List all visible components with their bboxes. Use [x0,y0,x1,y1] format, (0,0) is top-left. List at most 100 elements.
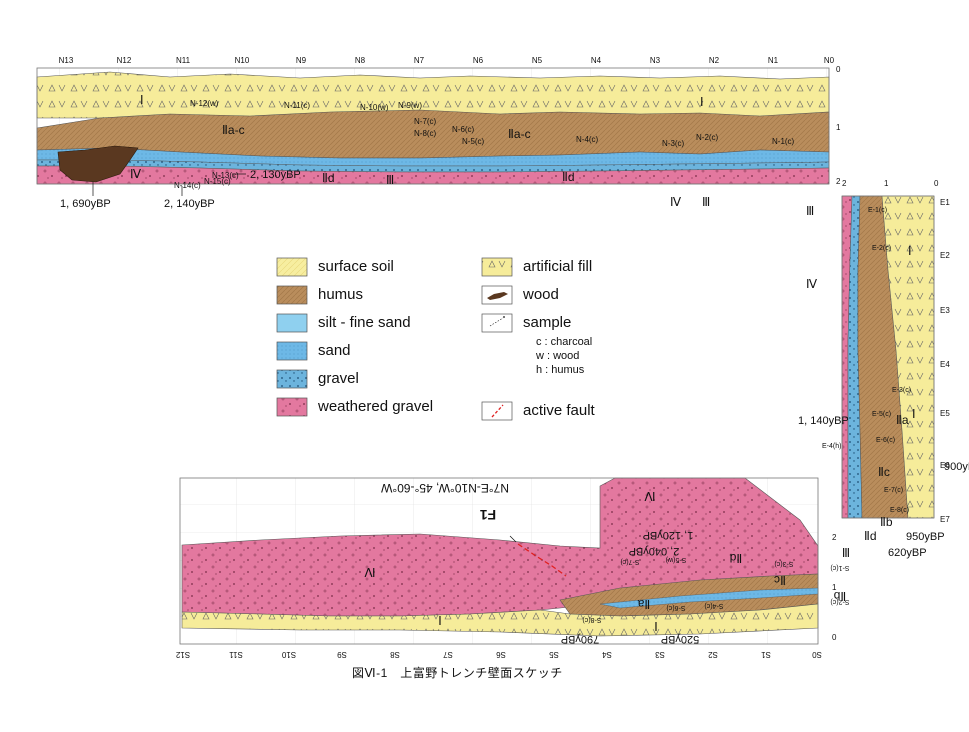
legend-label-silt: silt - fine sand [318,314,411,331]
grid-label: N9 [296,56,307,65]
grid-label: S3 [655,650,665,659]
sample-icon [489,317,504,327]
grid-label: N3 [650,56,661,65]
unit-label: Ⅱb [833,589,846,603]
date-label: 620yBP [888,547,927,559]
sample-label: E-1(c) [868,207,887,214]
sample-label: S-5(w) [666,556,687,563]
legend-label-weathered-gravel: weathered gravel [318,398,434,415]
sample-label: E-7(c) [884,487,903,494]
sample-label: S-6(c) [666,604,685,611]
sample-key-wood: w : wood [536,350,580,362]
unit-label: Ⅰ [912,407,916,421]
south-wall-dates: 1, 120yBP 2, 040yBP 790yBP 520yBP [561,529,700,645]
south-wall-grid-labels: S12 S11 S10 S9 S8 S7 S6 S5 S4 S3 S2 S1 S… [175,533,837,659]
unit-label: Ⅲ [702,195,710,209]
grid-label: S10 [281,650,296,659]
date-label: 1, 690yBP [60,198,111,210]
sample-label: E-5(c) [872,411,891,418]
south-wall-samples: S-8(c) S-7(c) S-5(w) S-6(c) S-4(c) S-3(c… [582,556,849,623]
sample-label: N-3(c) [662,139,685,148]
unit-label: Ⅱc [878,465,890,479]
sample-label: N-13(c) [212,171,239,180]
grid-label: N0 [824,56,835,65]
unit-label: Ⅱa [637,597,650,611]
sample-label: N-10(w) [360,103,389,112]
unit-label: Ⅱd [864,529,877,543]
depth-tick: 2 [832,533,837,542]
legend-swatches [276,257,513,421]
date-label: 520yBP [661,633,700,645]
grid-label: E4 [940,360,950,369]
sample-label: S-4(c) [704,602,723,609]
depth-tick: 1 [836,123,841,132]
fault-icon [491,404,504,418]
east-wall-section [841,195,935,519]
unit-label: Ⅱa-c [222,123,245,137]
sample-label: N-6(c) [452,125,475,134]
legend-label-artificial-fill: artificial fill [523,258,593,275]
legend-label-wood: wood [523,286,559,303]
north-wall-grid-labels: N13 N12 N11 N10 N9 N8 N7 N6 N5 N4 N3 N2 … [59,56,841,186]
south-wall-unit-labels: Ⅳ Ⅳ Ⅰ Ⅰ Ⅱa Ⅱd Ⅱc Ⅱb Ⅲ [364,489,850,633]
grid-label: S7 [443,650,453,659]
sample-label: S-3(c) [774,560,793,567]
grid-label: N6 [473,56,484,65]
unit-label: Ⅰ [140,93,144,107]
sample-label: N-7(c) [414,117,437,126]
wood-icon [487,292,508,300]
sample-label: N-1(c) [772,137,795,146]
unit-label: Ⅰ [700,95,704,109]
sample-label: S-2(c) [830,598,849,605]
figure-caption: 図Ⅵ-1 上富野トレンチ壁面スケッチ [352,666,563,680]
date-label: 2, 040yBP [629,545,680,557]
depth-tick: 0 [832,633,837,642]
sample-label: N-2(c) [696,133,719,142]
legend-swatch-sample [481,313,513,333]
grid-label: N7 [414,56,425,65]
unit-label: Ⅱd [322,171,335,185]
unit-label: Ⅱd [730,551,743,565]
north-wall-section [36,67,830,185]
grid-label: S8 [390,650,400,659]
grid-label: N11 [176,56,191,65]
unit-label: Ⅰ [654,619,658,633]
unit-label: Ⅳ [644,489,655,503]
east-wall-dates: 1, 140yBP 900yBP 950yBP 620yBP [798,415,969,559]
unit-label: Ⅱa-c [508,127,531,141]
unit-label: Ⅲ [386,173,394,187]
unit-label: Ⅳ [130,167,141,181]
south-wall-section [179,477,819,645]
east-wall-unit-labels: Ⅲ Ⅳ Ⅰ Ⅰ Ⅱa Ⅱc Ⅱb Ⅱd [806,204,916,543]
depth-tick: 0 [934,179,939,188]
sample-label: E-6(c) [876,437,895,444]
sample-label: E-3(c) [892,387,911,394]
grid-label: S9 [337,650,347,659]
sample-label: N-15(c) [204,177,231,186]
depth-tick: 1 [832,583,837,592]
legend-swatch-surface-soil [276,257,308,277]
sample-label: N-14(c) [174,181,201,190]
depth-tick: 2 [836,177,841,186]
date-label: 950yBP [906,531,945,543]
unit-label: Ⅱb [880,515,893,529]
north-wall-dates: 1, 690yBP 2, 140yBP 2, 130yBP [60,169,301,210]
legend-swatch-silt [276,313,308,333]
depth-tick: 1 [884,179,889,188]
grid-label: N12 [117,56,132,65]
legend-label-sample: sample [523,314,572,331]
grid-label: S12 [175,650,190,659]
grid-label: S2 [708,650,718,659]
north-wall-unit-labels: Ⅰ Ⅰ Ⅱa-c Ⅱa-c Ⅱd Ⅱd Ⅲ Ⅲ Ⅳ Ⅳ [130,93,710,209]
fault-orientation: N7°E-N10°W, 45°-60°W [380,481,509,495]
grid-label: S6 [496,650,506,659]
sample-key-charcoal: c : charcoal [536,336,593,348]
fault-label: F1 [480,507,497,523]
legend-swatch-sand [276,341,308,361]
legend-label-gravel: gravel [318,370,359,387]
grid-label: E5 [940,409,950,418]
depth-tick: 2 [842,179,847,188]
unit-label: Ⅱd [562,170,575,184]
grid-label: E7 [940,515,950,524]
